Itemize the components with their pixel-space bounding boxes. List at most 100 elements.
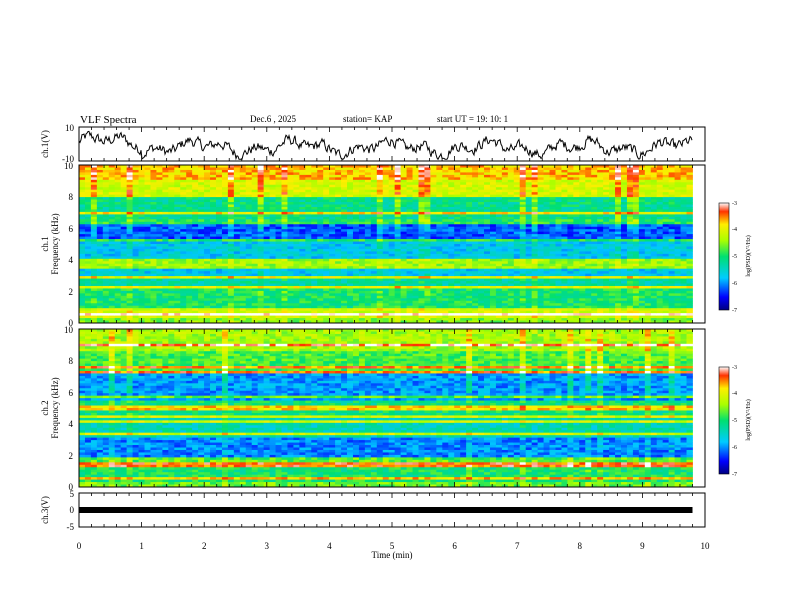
spectrogram-cell <box>472 179 479 183</box>
spectrogram-cell <box>507 283 515 287</box>
spectrogram-cell <box>317 266 324 270</box>
spectrogram-cell <box>311 276 318 279</box>
spectrogram-cell <box>257 199 265 203</box>
spectrogram-cell <box>329 283 336 287</box>
spectrogram-cell <box>263 174 270 178</box>
spectrogram-cell <box>400 313 407 316</box>
spectrogram-cell <box>79 219 86 223</box>
spectrogram-cell <box>394 184 402 188</box>
spectrogram-cell <box>358 273 366 277</box>
spectrogram-cell <box>90 169 98 173</box>
spectrogram-cell <box>162 293 169 297</box>
spectrogram-cell <box>466 276 473 279</box>
spectrogram-cell <box>317 174 324 178</box>
spectrogram-cell <box>394 290 402 294</box>
spectrogram-cell <box>79 263 86 267</box>
spectrogram-cell <box>215 305 223 309</box>
spectrogram-cell <box>347 253 354 257</box>
spectrogram-cell <box>454 194 461 198</box>
spectrogram-cell <box>472 239 479 242</box>
spectrogram-cell <box>108 310 116 314</box>
spectrogram-cell <box>448 298 455 302</box>
spectrogram-cell <box>210 256 217 260</box>
spectrogram-cell <box>525 244 533 247</box>
spectrogram-cell <box>424 308 431 312</box>
spectrogram-cell <box>436 315 443 319</box>
spectrogram-cell <box>489 197 497 200</box>
spectrogram-cell <box>489 241 497 245</box>
spectrogram-cell <box>126 224 134 228</box>
spectrogram-cell <box>132 258 139 262</box>
spectrogram-cell <box>251 241 259 245</box>
spectrogram-cell <box>531 172 539 176</box>
spectrogram-cell <box>531 182 539 186</box>
spectrogram-cell <box>406 177 413 181</box>
spectrogram-cell <box>174 226 181 230</box>
spectrogram-cell <box>132 187 139 191</box>
spectrogram-cell <box>484 167 491 171</box>
spectrogram-cell <box>311 253 318 257</box>
spectrogram-cell <box>126 179 134 183</box>
spectrogram-cell <box>233 216 241 220</box>
spectrogram-cell <box>281 216 288 220</box>
spectrogram-cell <box>424 216 431 220</box>
spectrogram-cell <box>442 310 449 314</box>
spectrogram-cell <box>186 288 193 292</box>
spectrogram-cell <box>239 308 247 312</box>
spectrogram-cell <box>519 169 527 173</box>
spectrogram-cell <box>394 206 402 210</box>
spectrogram-cell <box>215 189 223 193</box>
spectrogram-cell <box>317 308 324 312</box>
spectrogram-cell <box>120 189 128 193</box>
spectrogram-cell <box>436 263 443 267</box>
spectrogram-cell <box>341 248 348 252</box>
spectrogram-cell <box>466 246 473 250</box>
spectrogram-cell <box>204 310 211 314</box>
spectrogram-cell <box>84 246 92 250</box>
spectrogram-cell <box>120 184 128 188</box>
spectrogram-cell <box>519 167 527 171</box>
spectrogram-cell <box>120 234 128 237</box>
spectrogram-cell <box>436 226 443 230</box>
spectrogram-cell <box>162 283 169 287</box>
spectrogram-cell <box>495 234 503 237</box>
spectrogram-cell <box>478 202 485 205</box>
spectrogram-cell <box>144 229 151 233</box>
spectrogram-cell <box>305 179 312 183</box>
spectrogram-cell <box>84 283 92 287</box>
spectrogram-cell <box>192 268 199 272</box>
spectrogram-cell <box>448 204 455 208</box>
spectrogram-cell <box>168 266 175 270</box>
spectrogram-cell <box>400 239 407 242</box>
spectrogram-cell <box>150 290 157 294</box>
spectrogram-cell <box>448 305 455 309</box>
spectrogram-cell <box>412 239 419 242</box>
spectrogram-cell <box>412 253 419 257</box>
spectrogram-cell <box>329 189 336 193</box>
spectrogram-cell <box>448 194 455 198</box>
spectrogram-cell <box>263 285 270 289</box>
spectrogram-cell <box>144 300 151 304</box>
spectrogram-cell <box>233 281 241 284</box>
spectrogram-cell <box>448 318 455 321</box>
spectrogram-cell <box>370 268 378 272</box>
spectrogram-cell <box>370 251 378 255</box>
spectrogram-cell <box>382 192 390 196</box>
spectrogram-cell <box>442 300 449 304</box>
spectrogram-cell <box>400 268 407 272</box>
spectrogram-cell <box>174 189 181 193</box>
spectrogram-cell <box>245 236 253 240</box>
spectrogram-cell <box>394 310 402 314</box>
spectrogram-cell <box>305 268 312 272</box>
spectrogram-cell <box>352 248 360 252</box>
spectrogram-cell <box>84 278 92 282</box>
spectrogram-cell <box>442 290 449 294</box>
spectrogram-cell <box>466 182 473 186</box>
spectrogram-cell <box>388 293 396 297</box>
spectrogram-cell <box>233 271 241 275</box>
spectrogram-cell <box>269 219 276 223</box>
spectrogram-cell <box>96 221 104 225</box>
spectrogram-cell <box>466 219 473 223</box>
spectrogram-cell <box>418 189 425 193</box>
spectrogram-cell <box>472 261 479 265</box>
